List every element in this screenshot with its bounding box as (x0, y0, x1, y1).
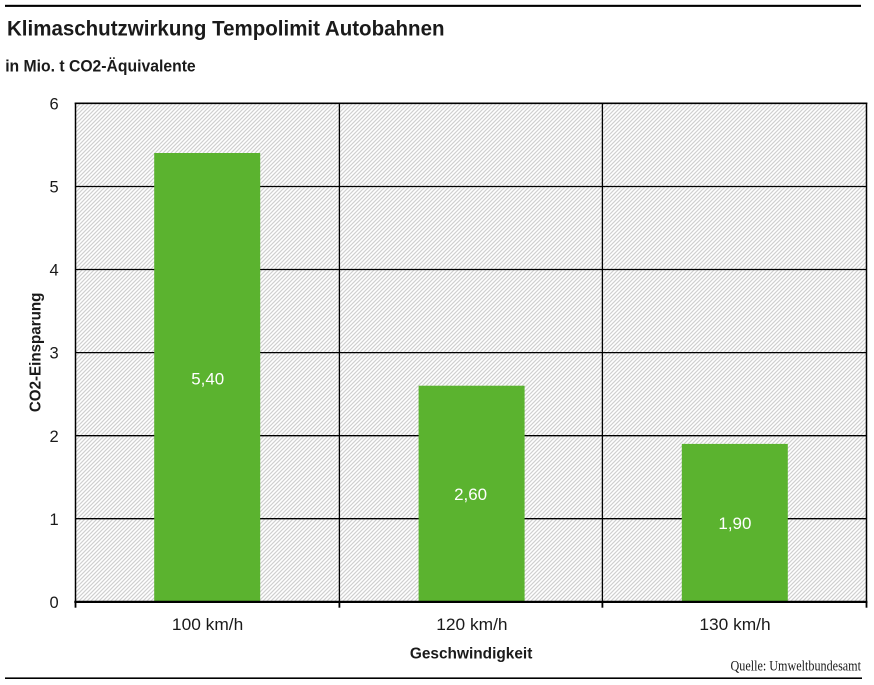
svg-text:1,90: 1,90 (718, 514, 751, 533)
svg-text:4: 4 (50, 262, 59, 280)
svg-text:100 km/h: 100 km/h (172, 615, 243, 634)
svg-text:Geschwindigkeit: Geschwindigkeit (410, 646, 533, 663)
svg-text:1: 1 (50, 511, 59, 529)
svg-text:130 km/h: 130 km/h (699, 615, 770, 634)
svg-text:2,60: 2,60 (454, 485, 487, 504)
svg-text:6: 6 (50, 95, 59, 113)
svg-text:3: 3 (50, 345, 59, 363)
svg-text:5,40: 5,40 (191, 370, 224, 389)
svg-text:0: 0 (50, 594, 59, 612)
svg-text:120 km/h: 120 km/h (436, 615, 507, 634)
svg-text:in Mio. t CO2-Äquivalente: in Mio. t CO2-Äquivalente (5, 57, 196, 76)
svg-text:Klimaschutzwirkung Tempolimit: Klimaschutzwirkung Tempolimit Autobahnen (7, 18, 445, 41)
svg-text:5: 5 (50, 179, 59, 197)
svg-text:CO2-Einsparung: CO2-Einsparung (27, 293, 44, 413)
svg-text:Quelle: Umweltbundesamt: Quelle: Umweltbundesamt (731, 659, 862, 675)
svg-text:2: 2 (50, 428, 59, 446)
